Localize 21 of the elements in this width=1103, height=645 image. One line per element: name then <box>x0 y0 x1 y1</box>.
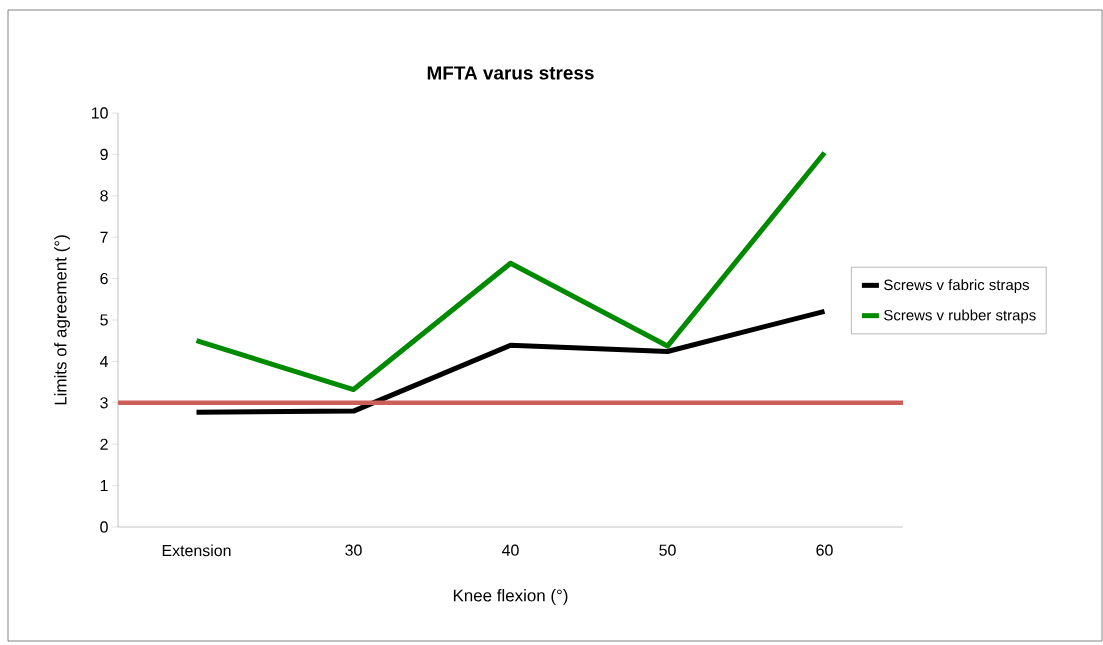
y-tick-label: 6 <box>100 272 108 285</box>
x-tick-label: Extension <box>162 544 231 557</box>
x-axis-title: Knee flexion (°) <box>453 589 568 605</box>
y-tick-label: 9 <box>100 148 108 161</box>
y-tick-label: 2 <box>100 438 108 450</box>
y-tick-label: 5 <box>100 314 108 326</box>
y-tick-label: 8 <box>100 190 108 202</box>
y-tick-label: 7 <box>100 231 108 243</box>
x-tick-label: 50 <box>659 544 676 556</box>
y-tick-label: 4 <box>99 355 109 367</box>
y-tick-label: 1 <box>100 480 108 492</box>
x-tick-label: 30 <box>345 544 362 556</box>
y-tick-label: 10 <box>91 107 108 119</box>
legend-label: Screws v rubber straps <box>884 309 1036 324</box>
legend-label: Screws v fabric straps <box>884 279 1029 294</box>
y-tick-label: 3 <box>100 397 108 409</box>
chart-title: MFTA varus stress <box>427 66 594 80</box>
x-tick-label: 40 <box>502 544 519 556</box>
x-tick-label: 60 <box>816 544 833 556</box>
y-axis-title: Limits of agreement (°) <box>54 235 70 405</box>
y-tick-label: 0 <box>100 521 108 533</box>
